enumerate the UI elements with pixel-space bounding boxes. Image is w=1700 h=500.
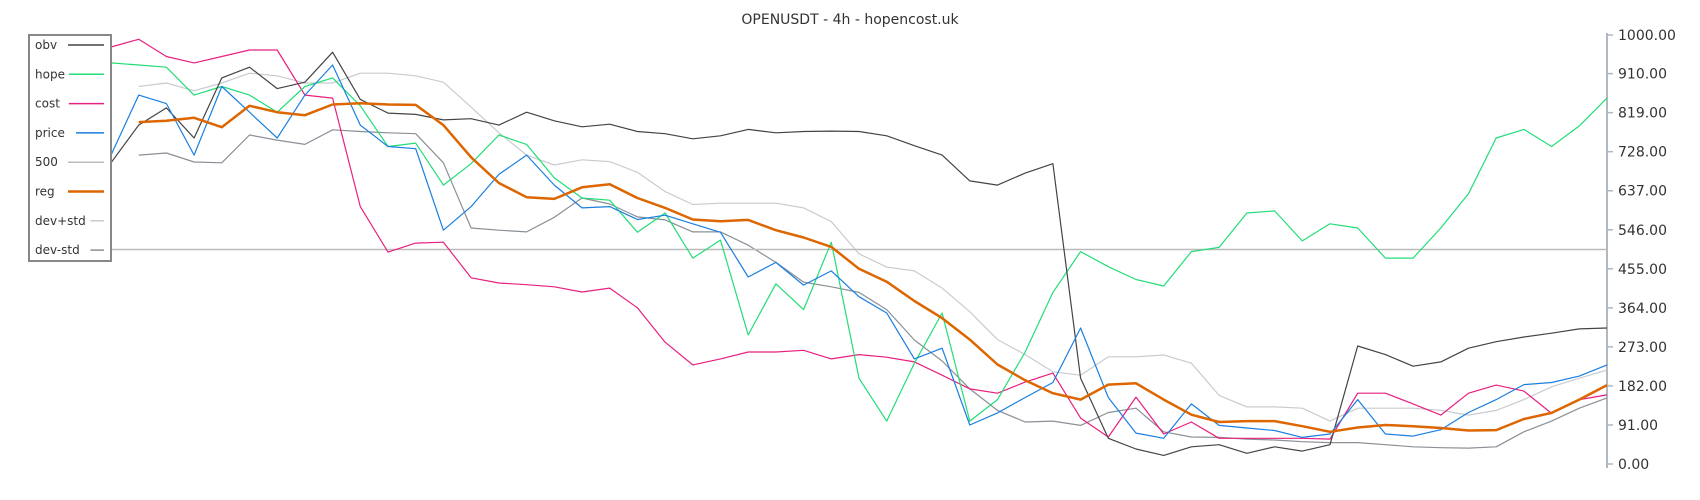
y-tick-label: 819.00 <box>1618 106 1667 122</box>
series-line-hope <box>110 62 1608 422</box>
legend-label: dev-std <box>35 243 80 257</box>
y-tick-label: 637.00 <box>1618 184 1667 200</box>
y-tick-label: 910.00 <box>1618 67 1667 83</box>
y-tick-label: 455.00 <box>1618 262 1667 278</box>
plot-area <box>110 38 1608 456</box>
series-line-obv <box>110 51 1608 456</box>
y-tick-label: 91.00 <box>1618 418 1658 434</box>
y-tick-label: 0.00 <box>1618 457 1649 473</box>
legend-label: obv <box>35 38 57 52</box>
legend-label: reg <box>35 185 55 199</box>
series-line-dev-minus-std <box>138 129 1608 449</box>
series-line-price <box>110 64 1608 439</box>
legend-box <box>28 34 112 262</box>
y-tick-label: 182.00 <box>1618 379 1667 395</box>
series-line-dev-plus-std <box>138 72 1608 422</box>
legend-label: price <box>35 126 65 140</box>
legend: obv hope cost price 500 reg dev+std dev-std <box>28 34 112 262</box>
y-tick-label: 364.00 <box>1618 301 1667 317</box>
y-tick-label: 273.00 <box>1618 340 1667 356</box>
y-tick-label: 546.00 <box>1618 223 1667 239</box>
series-line-reg <box>138 101 1608 434</box>
chart-title: OPENUSDT - 4h - hopencost.uk <box>741 12 959 28</box>
y-tick-label: 1000.00 <box>1618 28 1676 44</box>
series-line-cost <box>110 38 1608 440</box>
legend-label: hope <box>35 67 65 81</box>
legend-label: dev+std <box>35 214 86 228</box>
y-axis: 1000.00 910.00 819.00 728.00 637.00 546.00 455… <box>1606 28 1676 473</box>
legend-label: 500 <box>35 155 58 169</box>
legend-label: cost <box>35 97 60 111</box>
y-tick-label: 728.00 <box>1618 145 1667 161</box>
